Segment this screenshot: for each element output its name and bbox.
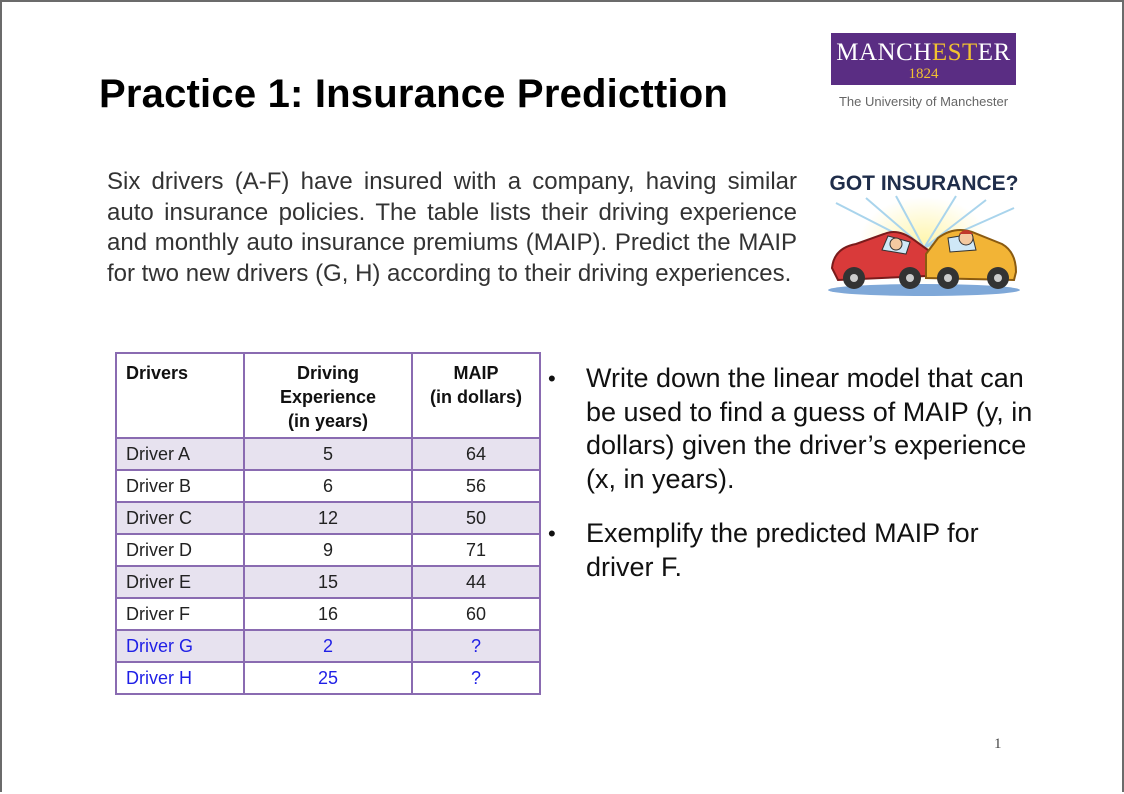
header-experience-line3: (in years)	[287, 411, 369, 431]
experience-cell: 25	[243, 661, 413, 695]
slide-title: Practice 1: Insurance Predicttion	[99, 72, 729, 116]
experience-cell: 6	[243, 469, 413, 503]
maip-cell: 60	[411, 597, 541, 631]
header-maip: MAIP (in dollars)	[411, 352, 541, 439]
maip-cell: ?	[411, 661, 541, 695]
task-list: • Write down the linear model that can b…	[548, 362, 1048, 605]
maip-cell: 71	[411, 533, 541, 567]
table-row: Driver B 6 56	[115, 469, 541, 503]
task-text: Exemplify the predicted MAIP for driver …	[586, 518, 979, 582]
maip-cell: 56	[411, 469, 541, 503]
driver-cell: Driver H	[115, 661, 245, 695]
header-experience: Driving Experience (in years)	[243, 352, 413, 439]
logo-subtitle: The University of Manchester	[838, 94, 1009, 109]
table-row: Driver D 9 71	[115, 533, 541, 567]
logo-year: 1824	[908, 66, 939, 82]
maip-cell: 64	[411, 437, 541, 471]
maip-cell: 50	[411, 501, 541, 535]
logo-text-part3: ER	[977, 39, 1011, 66]
header-drivers: Drivers	[115, 352, 245, 439]
header-experience-line1: Driving	[296, 363, 359, 383]
driver-cell: Driver C	[115, 501, 245, 535]
experience-cell: 16	[243, 597, 413, 631]
maip-cell: 44	[411, 565, 541, 599]
table-row: Driver E 15 44	[115, 565, 541, 599]
driver-cell: Driver A	[115, 437, 245, 471]
experience-cell: 12	[243, 501, 413, 535]
header-maip-line2: (in dollars)	[429, 387, 522, 407]
bullet-symbol: •	[548, 366, 556, 391]
image-caption: GOT INSURANCE?	[830, 172, 1019, 195]
table-row: Driver F 16 60	[115, 597, 541, 631]
logo-text-part2: EST	[931, 39, 978, 66]
page-number: 1	[994, 736, 1002, 752]
logo-text-part1: MANCH	[836, 39, 932, 66]
drivers-table: Drivers Driving Experience (in years) MA…	[115, 352, 541, 695]
table-row: Driver A 5 64	[115, 437, 541, 471]
driver-cell: Driver G	[115, 629, 245, 663]
driver-cell: Driver F	[115, 597, 245, 631]
header-maip-line1: MAIP	[453, 363, 499, 383]
experience-cell: 9	[243, 533, 413, 567]
bullet-symbol: •	[548, 521, 556, 546]
table-row: Driver H 25 ?	[115, 661, 541, 695]
task-item: • Exemplify the predicted MAIP for drive…	[548, 517, 1048, 584]
header-experience-line2: Experience	[279, 387, 377, 407]
driver-cell: Driver B	[115, 469, 245, 503]
experience-cell: 5	[243, 437, 413, 471]
university-logo: MANCHESTER 1824	[831, 33, 1016, 85]
experience-cell: 15	[243, 565, 413, 599]
insurance-illustration: GOT INSURANCE?	[826, 168, 1022, 300]
table-header-row: Drivers Driving Experience (in years) MA…	[115, 352, 541, 439]
maip-cell: ?	[411, 629, 541, 663]
task-item: • Write down the linear model that can b…	[548, 362, 1048, 496]
intro-paragraph: Six drivers (A-F) have insured with a co…	[107, 168, 797, 287]
driver-cell: Driver D	[115, 533, 245, 567]
table-row: Driver G 2 ?	[115, 629, 541, 663]
experience-cell: 2	[243, 629, 413, 663]
driver-cell: Driver E	[115, 565, 245, 599]
table-row: Driver C 12 50	[115, 501, 541, 535]
task-text: Write down the linear model that can be …	[586, 363, 1033, 494]
